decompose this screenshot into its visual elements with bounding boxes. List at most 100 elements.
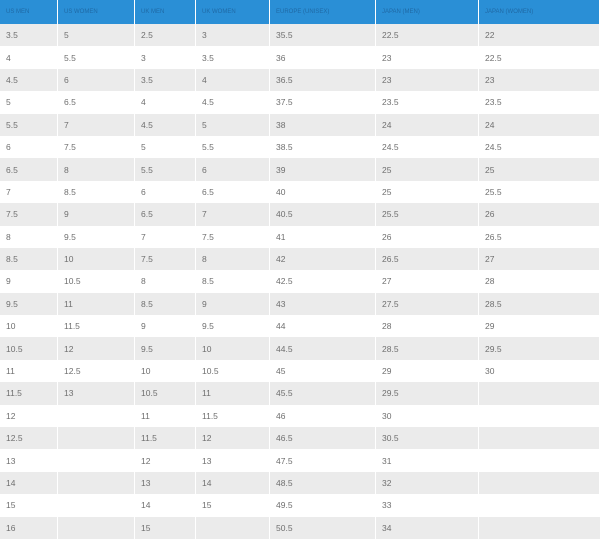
table-cell: 12 (58, 337, 135, 360)
table-cell: 14 (135, 494, 196, 517)
table-cell: 23.5 (376, 91, 479, 114)
table-cell (58, 516, 135, 539)
table-cell: 28.5 (376, 337, 479, 360)
table-cell: 10.5 (58, 270, 135, 293)
table-cell: 8 (58, 158, 135, 181)
table-cell: 22.5 (479, 46, 600, 69)
table-cell: 11.5 (135, 427, 196, 450)
table-cell (58, 494, 135, 517)
table-cell: 49.5 (270, 494, 376, 517)
table-cell: 6.5 (135, 203, 196, 226)
table-cell (58, 471, 135, 495)
table-cell: 4.5 (135, 113, 196, 136)
table-cell: 10 (58, 247, 135, 271)
table-cell: 13 (135, 471, 196, 495)
table-cell: 7 (58, 113, 135, 136)
table-cell (479, 516, 600, 539)
table-cell: 30 (479, 359, 600, 383)
table-cell: 4 (196, 68, 270, 92)
table-cell: 6 (58, 68, 135, 92)
table-cell: 9.5 (135, 337, 196, 360)
header-cell: JAPAN (MEN) (376, 0, 479, 24)
table-cell: 23 (376, 46, 479, 69)
table-cell: 10 (0, 315, 58, 338)
header-cell: EUROPE (UNISEX) (270, 0, 376, 24)
table-cell: 29 (376, 359, 479, 383)
table-cell: 29.5 (376, 382, 479, 405)
table-cell: 38.5 (270, 135, 376, 159)
table-cell: 12.5 (0, 427, 58, 450)
table-cell: 5 (58, 24, 135, 47)
table-cell: 26.5 (479, 225, 600, 248)
table-cell: 3 (135, 46, 196, 69)
table-cell: 10.5 (135, 382, 196, 405)
table-cell: 11.5 (58, 315, 135, 338)
table-cell: 3 (196, 24, 270, 47)
table-cell: 9 (135, 315, 196, 338)
table-cell: 6 (0, 135, 58, 159)
table-cell: 9 (0, 270, 58, 293)
table-cell: 48.5 (270, 471, 376, 495)
table-cell: 29 (479, 315, 600, 338)
table-cell: 44.5 (270, 337, 376, 360)
table-cell: 7.5 (135, 247, 196, 271)
table-cell (58, 404, 135, 428)
table-cell: 14 (196, 471, 270, 495)
table-cell: 12.5 (58, 359, 135, 383)
table-cell: 8.5 (58, 180, 135, 204)
table-cell: 5 (0, 91, 58, 114)
table-cell: 5.5 (135, 158, 196, 181)
table-cell: 41 (270, 225, 376, 248)
table-cell: 28 (376, 315, 479, 338)
table-cell: 43 (270, 292, 376, 316)
table-cell: 27 (376, 270, 479, 293)
header-cell: US MEN (0, 0, 58, 24)
table-cell: 26 (479, 203, 600, 226)
table-cell: 35.5 (270, 24, 376, 47)
table-cell: 6.5 (0, 158, 58, 181)
table-cell: 45.5 (270, 382, 376, 405)
table-cell: 30 (376, 404, 479, 428)
table-cell: 40.5 (270, 203, 376, 226)
table-cell: 34 (376, 516, 479, 539)
table-cell: 25.5 (376, 203, 479, 226)
table-cell: 42 (270, 247, 376, 271)
table-cell: 37.5 (270, 91, 376, 114)
table-cell: 25 (479, 158, 600, 181)
table-cell: 25.5 (479, 180, 600, 204)
table-cell: 26 (376, 225, 479, 248)
table-cell (196, 516, 270, 539)
table-cell: 7.5 (196, 225, 270, 248)
table-cell: 28 (479, 270, 600, 293)
table-cell: 3.5 (0, 24, 58, 47)
table-cell: 24 (479, 113, 600, 136)
table-cell: 9.5 (196, 315, 270, 338)
table-cell: 4.5 (0, 68, 58, 92)
table-cell: 22.5 (376, 24, 479, 47)
table-cell: 6 (135, 180, 196, 204)
table-cell: 9.5 (0, 292, 58, 316)
table-cell: 11 (196, 382, 270, 405)
table-cell: 9 (58, 203, 135, 226)
table-cell: 5 (135, 135, 196, 159)
table-cell: 10.5 (0, 337, 58, 360)
table-cell: 12 (0, 404, 58, 428)
table-cell: 24 (376, 113, 479, 136)
table-cell: 6.5 (58, 91, 135, 114)
table-cell: 31 (376, 449, 479, 472)
table-cell: 10 (135, 359, 196, 383)
table-cell: 3.5 (135, 68, 196, 92)
table-cell: 15 (196, 494, 270, 517)
table-cell: 23 (376, 68, 479, 92)
table-cell: 11.5 (0, 382, 58, 405)
table-cell: 5.5 (0, 113, 58, 136)
table-cell: 36.5 (270, 68, 376, 92)
table-cell: 45 (270, 359, 376, 383)
table-cell: 9.5 (58, 225, 135, 248)
table-cell (479, 494, 600, 517)
table-cell: 11.5 (196, 404, 270, 428)
table-cell: 8.5 (196, 270, 270, 293)
header-cell: UK WOMEN (196, 0, 270, 24)
